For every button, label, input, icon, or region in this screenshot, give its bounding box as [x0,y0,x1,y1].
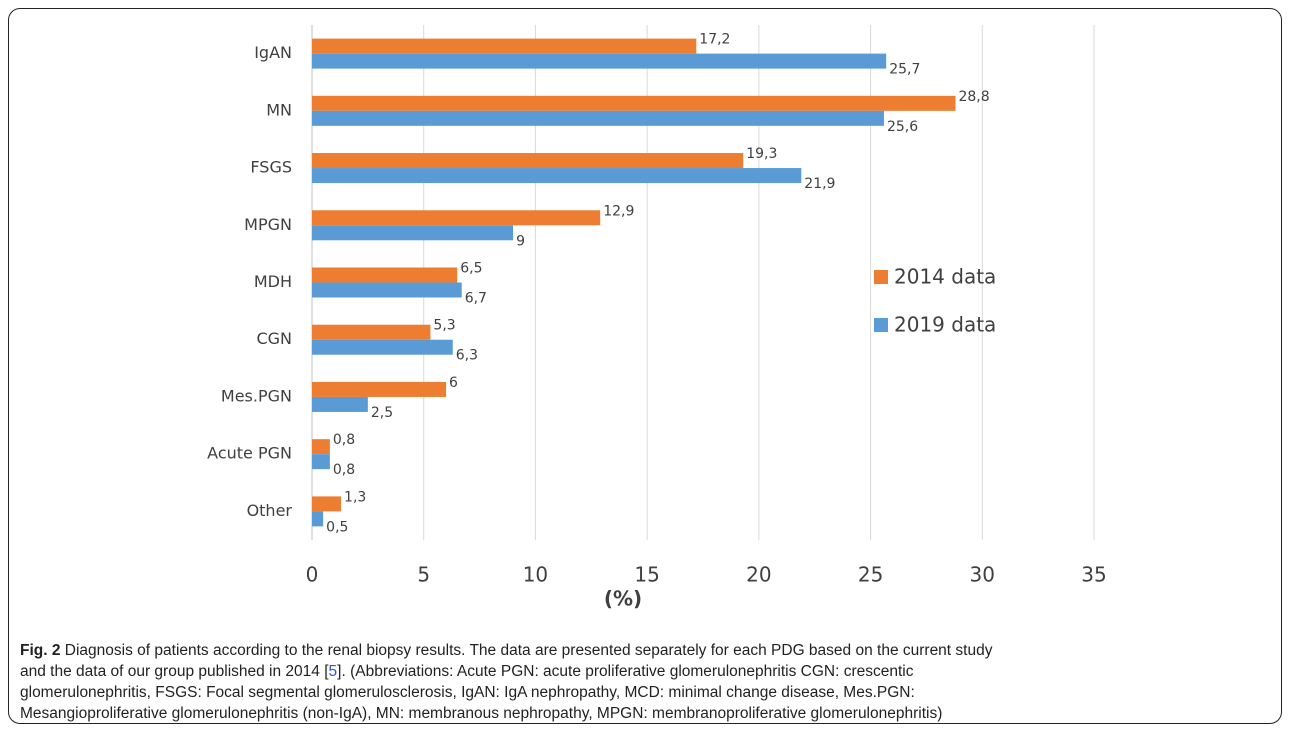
x-tick-label: 30 [970,563,995,587]
value-label: 0,8 [333,432,355,448]
bar [312,396,368,412]
x-tick-label: 20 [746,563,771,587]
caption: Fig. 2 Diagnosis of patients according t… [20,640,1280,724]
y-tick-label: Other [247,501,293,520]
bar [312,110,884,126]
bar [312,381,447,397]
value-label: 25,7 [889,62,920,78]
bar [312,153,744,169]
frame [8,8,1282,724]
value-label: 17,2 [699,32,730,48]
caption-label: Fig. 2 [20,642,61,659]
y-tick-label: MN [266,100,292,119]
reference-link[interactable]: 5 [328,663,338,680]
y-tick-label: CGN [256,329,292,348]
y-tick-label: MDH [254,272,292,291]
bar [312,439,330,455]
value-label: 5,3 [433,318,455,334]
legend-swatch [874,318,888,332]
y-tick-label: FSGS [250,158,292,177]
bar [312,339,453,355]
bar [312,511,324,527]
y-tick-label: IgAN [254,43,292,62]
x-tick-label: 25 [858,563,883,587]
value-label: 1,3 [344,489,366,505]
bar [312,38,697,54]
bar [312,324,431,340]
value-label: 9 [516,233,525,249]
caption-line: Fig. 2 Diagnosis of patients according t… [20,640,1280,661]
chart: 0 5 10 15 20 25 30 35 (%) IgAN 17,2 25,7 MN 28,8 25,6 F… [207,25,1107,611]
bar [312,210,601,226]
value-label: 0,8 [333,462,355,478]
bar [312,282,462,298]
x-axis-label: (%) [604,587,642,611]
value-label: 19,3 [746,146,777,162]
bar [312,53,887,69]
legend-label: 2019 data [894,313,996,337]
value-label: 6,7 [465,291,487,307]
x-tick-label: 35 [1081,563,1106,587]
value-label: 0,5 [326,519,348,535]
caption-text: Diagnosis of patients according to the r… [64,642,993,659]
bar [312,168,802,184]
caption-line: glomerulonephritis, FSGS: Focal segmenta… [20,684,915,701]
x-tick-label: 15 [634,563,659,587]
legend-label: 2014 data [894,265,996,289]
x-tick-label: 10 [523,563,548,587]
bar [312,454,330,470]
caption-line: Mesangioproliferative glomerulonephritis… [20,705,943,722]
value-label: 28,8 [958,89,989,105]
value-label: 21,9 [804,176,835,192]
caption-text: ]. (Abbreviations: Acute PGN: acute prol… [337,663,914,680]
bar [312,496,342,512]
caption-line: and the data of our group published in 2… [20,661,1280,682]
bar [312,267,458,283]
value-label: 2,5 [371,405,393,421]
x-tick-label: 5 [417,563,430,587]
y-tick-label: Acute PGN [207,444,292,463]
value-label: 6,5 [460,261,482,277]
value-label: 25,6 [887,119,918,135]
y-tick-label: MPGN [244,215,292,234]
x-tick-label: 0 [306,563,319,587]
bar [312,95,956,111]
legend-swatch [874,270,888,284]
value-label: 6,3 [456,348,478,364]
value-label: 12,9 [603,203,634,219]
value-label: 6 [449,375,458,391]
caption-text: and the data of our group published in 2… [20,663,329,680]
y-tick-label: Mes.PGN [221,386,292,405]
bar [312,225,514,241]
